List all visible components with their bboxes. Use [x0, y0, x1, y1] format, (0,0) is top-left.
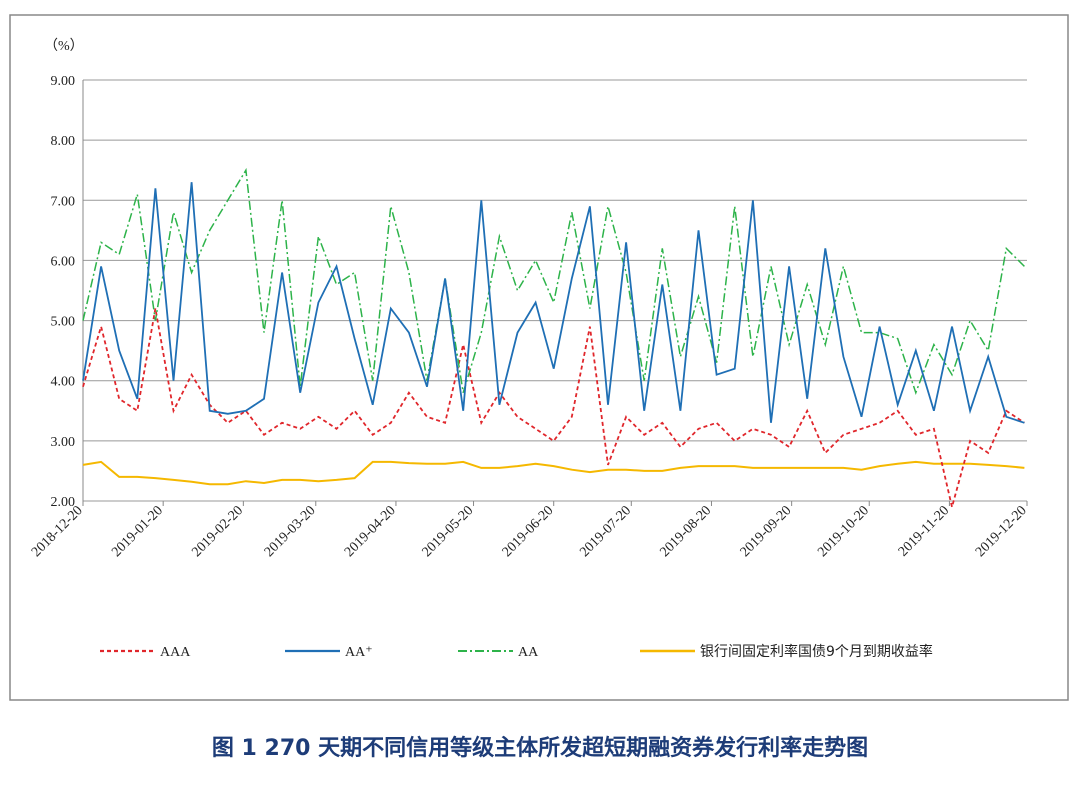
x-tick-label: 2019-08-20	[657, 503, 714, 560]
y-tick-label: 5.00	[51, 315, 76, 330]
x-tick-label: 2019-06-20	[500, 503, 557, 560]
series-line	[82, 460, 1025, 486]
y-tick-label: 4.00	[51, 375, 76, 390]
y-unit: （%）	[44, 38, 84, 54]
x-tick-label: 2018-12-20	[29, 503, 86, 560]
legend-label: 银行间固定利率国债9个月到期收益率	[700, 643, 933, 660]
legend-label: AAA	[160, 645, 191, 660]
caption: 图 1 270 天期不同信用等级主体所发超短期融资券发行利率走势图	[212, 735, 868, 761]
y-tick-label: 8.00	[51, 134, 76, 149]
chart-frame	[9, 14, 1069, 701]
x-tick-label: 2019-10-20	[815, 503, 872, 560]
x-tick-label: 2019-09-20	[738, 503, 795, 560]
x-tick-label: 2019-03-20	[262, 503, 319, 560]
y-tick-label: 2.00	[51, 495, 76, 510]
legend-label: AA	[518, 645, 539, 660]
x-tick-label: 2019-11-20	[896, 503, 952, 559]
y-tick-label: 6.00	[51, 254, 76, 269]
series-line	[82, 308, 1025, 508]
series-line	[82, 182, 1025, 424]
y-tick-label: 3.00	[51, 435, 76, 450]
x-tick-label: 2019-12-20	[973, 503, 1030, 560]
y-tick-label: 7.00	[51, 194, 76, 209]
x-tick-label: 2019-02-20	[189, 503, 246, 560]
x-tick-label: 2019-05-20	[420, 503, 477, 560]
y-tick-label: 9.00	[51, 74, 76, 89]
series-line	[82, 167, 1025, 395]
legend-label: AA⁺	[345, 645, 373, 660]
x-tick-label: 2019-01-20	[109, 503, 166, 560]
x-tick-label: 2019-04-20	[342, 503, 399, 560]
x-tick-label: 2019-07-20	[577, 503, 634, 560]
